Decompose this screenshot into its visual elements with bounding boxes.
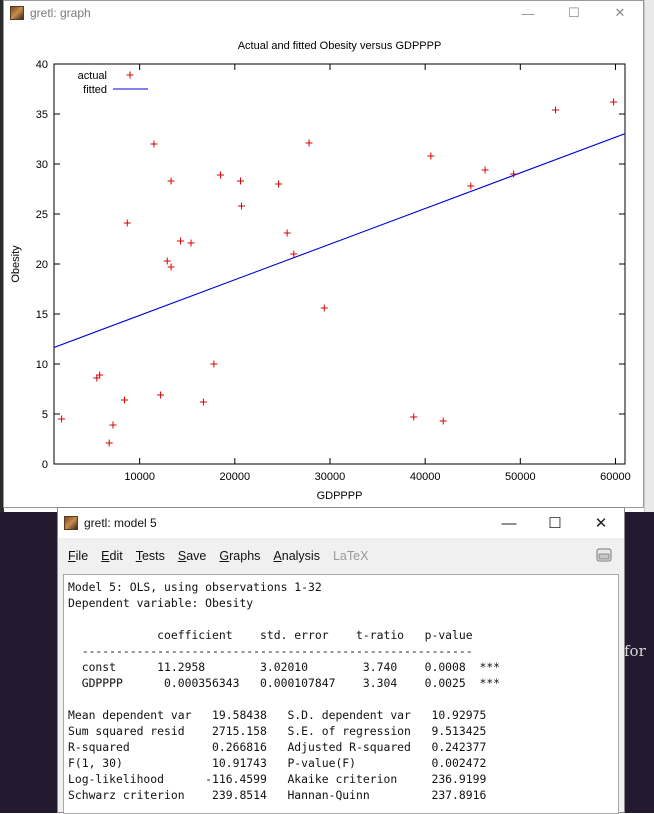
output-line: Dependent variable: Obesity [68, 596, 254, 610]
close-button[interactable]: ✕ [594, 515, 608, 532]
desktop-background-left [0, 0, 4, 813]
data-point-actual [210, 360, 218, 368]
x-tick-label: 40000 [410, 471, 441, 483]
model-titlebar[interactable]: gretl: model 5 — ☐ ✕ [58, 508, 624, 538]
maximize-button[interactable]: ☐ [548, 515, 562, 532]
y-tick-label: 5 [42, 409, 48, 421]
chart-title: Actual and fitted Obesity versus GDPPPP [238, 40, 442, 52]
minimize-button[interactable]: — [501, 514, 517, 532]
data-point-actual [177, 237, 185, 245]
x-axis-label: GDPPPP [317, 490, 363, 502]
y-tick-label: 40 [36, 59, 48, 71]
y-tick-label: 25 [36, 209, 48, 221]
menu-file[interactable]: File [68, 549, 89, 563]
scatter-plot[interactable]: Actual and fitted Obesity versus GDPPPP G… [4, 25, 643, 509]
data-point-actual [150, 140, 158, 148]
model-output-text[interactable]: Model 5: OLS, using observations 1-32 Dep… [63, 574, 619, 814]
output-line: Schwarz criterion 239.8514 Hannan-Quinn … [68, 788, 487, 802]
output-line: R-squared 0.266816 Adjusted R-squared 0.… [68, 740, 487, 754]
fitted-line [54, 133, 625, 348]
y-tick-label: 15 [36, 309, 48, 321]
y-tick-label: 30 [36, 159, 48, 171]
close-button[interactable]: ✕ [614, 5, 626, 20]
model-window-controls: — ☐ ✕ [486, 508, 624, 533]
menu-tests[interactable]: Tests [135, 549, 165, 563]
gretl-app-icon [64, 516, 78, 530]
data-point-actual [237, 177, 245, 185]
output-line: GDPPPP 0.000356343 0.000107847 3.304 0.0… [68, 676, 501, 690]
menu-save[interactable]: Save [177, 549, 207, 563]
output-line: const 11.2958 3.02010 3.740 0.0008 *** [68, 660, 501, 674]
x-tick-label: 30000 [315, 471, 346, 483]
data-point-actual [439, 417, 447, 425]
minimize-button[interactable]: — [521, 5, 535, 21]
data-point-actual [237, 202, 245, 210]
output-line: ----------------------------------------… [68, 644, 473, 658]
y-tick-label: 20 [36, 259, 48, 271]
data-point-actual [167, 263, 175, 271]
menu-bar: File Edit Tests Save Graphs Analysis LaTeX [58, 538, 624, 574]
legend-label-fitted: fitted [83, 84, 107, 96]
maximize-button[interactable]: ☐ [568, 5, 580, 20]
data-point-actual [283, 229, 291, 237]
data-point-actual [123, 219, 131, 227]
output-line: Sum squared resid 2715.158 S.E. of regre… [68, 724, 487, 738]
model-window-title: gretl: model 5 [84, 516, 157, 530]
data-point-actual [58, 415, 66, 423]
data-point-actual [109, 421, 117, 429]
background-text: for [624, 642, 646, 660]
y-tick-label: 10 [36, 359, 48, 371]
window-tile-icon[interactable] [596, 547, 612, 563]
x-tick-label: 50000 [505, 471, 536, 483]
menu-edit[interactable]: Edit [101, 549, 123, 563]
data-point-actual [157, 391, 165, 399]
x-tick-label: 10000 [124, 471, 155, 483]
model-window[interactable]: gretl: model 5 — ☐ ✕ File Edit Tests Save Gr… [57, 507, 625, 814]
data-point-actual [552, 106, 560, 114]
data-point-actual [163, 257, 171, 265]
legend-marker-actual [126, 71, 134, 79]
legend-label-actual: actual [78, 70, 107, 82]
x-tick-label: 20000 [220, 471, 251, 483]
data-point-actual [510, 170, 518, 178]
y-tick-label: 0 [42, 459, 48, 471]
menu-analysis[interactable]: Analysis [273, 549, 320, 563]
data-point-actual [217, 171, 225, 179]
y-axis-label: Obesity [10, 245, 22, 283]
output-line: Log-likelihood -116.4599 Akaike criterio… [68, 772, 487, 786]
data-point-actual [120, 396, 128, 404]
data-point-actual [427, 152, 435, 160]
graph-titlebar[interactable]: gretl: graph — ☐ ✕ [4, 1, 643, 25]
data-point-actual [467, 182, 475, 190]
y-tick-label: 35 [36, 109, 48, 121]
plot-frame [53, 63, 626, 465]
output-line: coefficient std. error t-ratio p-value [68, 628, 473, 642]
data-point-actual [105, 439, 113, 447]
background-window-edge [644, 0, 654, 512]
data-point-actual [320, 304, 328, 312]
gretl-app-icon [10, 6, 24, 20]
data-point-actual [610, 98, 618, 106]
data-point-actual [167, 177, 175, 185]
output-line: Mean dependent var 19.58438 S.D. depende… [68, 708, 487, 722]
menu-latex: LaTeX [332, 549, 369, 563]
output-line: Model 5: OLS, using observations 1-32 [68, 580, 322, 594]
data-point-actual [187, 239, 195, 247]
data-point-actual [199, 398, 207, 406]
data-point-actual [410, 413, 418, 421]
graph-window-title: gretl: graph [30, 6, 91, 20]
menu-graphs[interactable]: Graphs [219, 549, 261, 563]
graph-window-controls: — ☐ ✕ [505, 1, 643, 25]
graph-window[interactable]: gretl: graph — ☐ ✕ Actual and fitted Obe… [3, 0, 644, 508]
data-point-actual [481, 166, 489, 174]
data-point-actual [290, 250, 298, 258]
x-tick-label: 60000 [600, 471, 631, 483]
data-point-actual [96, 371, 104, 379]
data-point-actual [305, 139, 313, 147]
data-point-actual [93, 374, 101, 382]
data-point-actual [275, 180, 283, 188]
output-line: F(1, 30) 10.91743 P-value(F) 0.002472 [68, 756, 487, 770]
